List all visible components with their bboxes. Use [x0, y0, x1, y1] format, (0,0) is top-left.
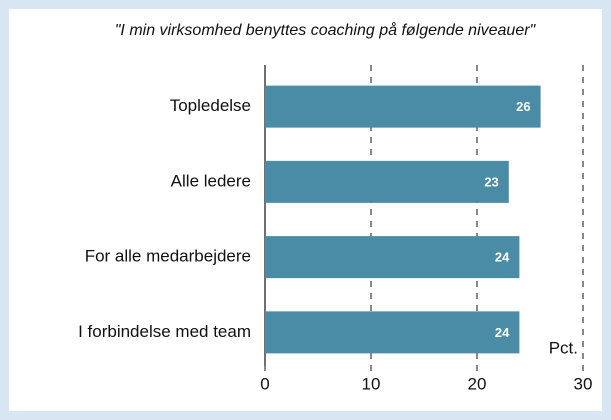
x-axis-label: Pct.	[549, 338, 578, 357]
value-label: 26	[516, 99, 530, 114]
bar	[265, 311, 520, 354]
y-tick-label: Topledelse	[170, 96, 251, 115]
y-tick-label: For alle medarbejdere	[85, 247, 251, 266]
bar	[265, 160, 509, 203]
chart-title: "I min virksomhed benyttes coaching på f…	[115, 21, 537, 39]
value-label: 24	[495, 250, 510, 265]
bar	[265, 85, 541, 128]
x-tick-label: 10	[362, 374, 381, 393]
y-tick-label: Alle ledere	[171, 171, 251, 190]
bar	[265, 236, 520, 279]
xlabel-bg	[540, 338, 580, 360]
x-tick-label: 30	[574, 374, 593, 393]
value-label: 24	[495, 325, 510, 340]
x-tick-label: 20	[468, 374, 487, 393]
y-tick-label: I forbindelse med team	[78, 322, 251, 341]
x-tick-label: 0	[260, 374, 269, 393]
value-label: 23	[484, 174, 498, 189]
